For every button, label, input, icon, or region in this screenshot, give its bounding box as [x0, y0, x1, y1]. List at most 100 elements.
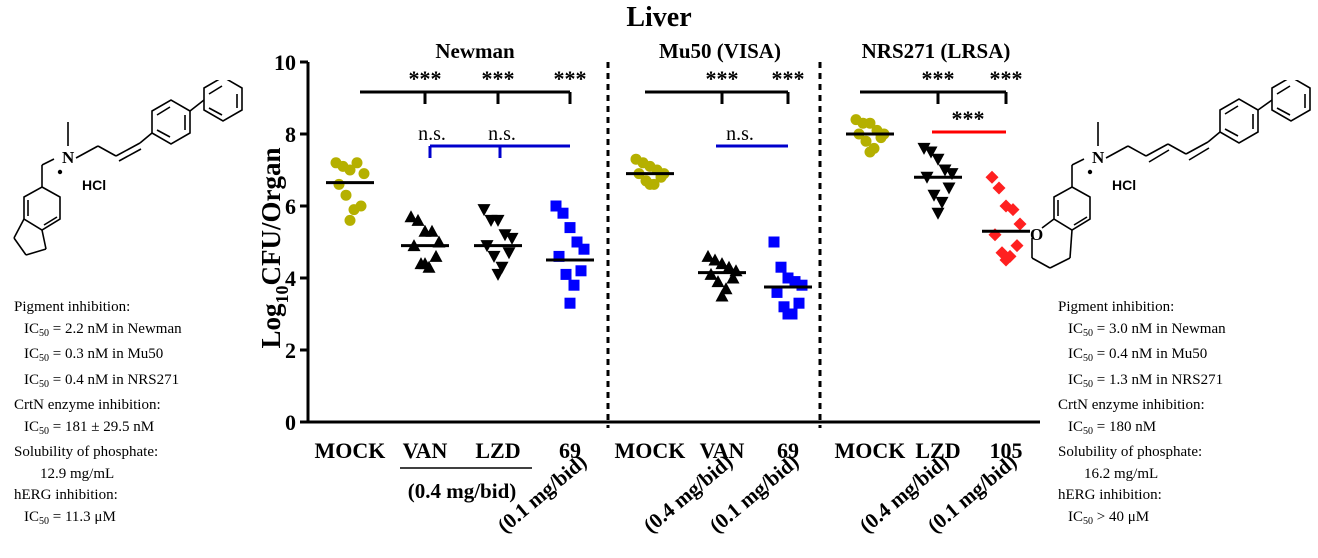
data-point	[864, 146, 876, 158]
data-point	[796, 279, 808, 291]
x-category-label: LZD	[915, 438, 960, 463]
data-point	[917, 142, 931, 155]
data-point	[564, 297, 576, 309]
ic-sub: 50	[39, 515, 49, 527]
right-pigment-mu50: = 0.4 nM in Mu50	[1093, 346, 1208, 362]
data-point	[553, 250, 565, 262]
x-category-label: MOCK	[835, 438, 906, 463]
ic-label: IC	[1068, 508, 1083, 525]
x-category-label: MOCK	[315, 438, 386, 463]
right-crtn-heading: CrtN enzyme inhibition:	[1058, 397, 1205, 413]
right-sol-value: 16.2 mg/mL	[1084, 465, 1159, 482]
panel-title: NRS271 (LRSA)	[862, 39, 1011, 63]
data-point	[491, 268, 505, 281]
svg-text:N: N	[62, 148, 75, 167]
ic-label: IC	[24, 320, 39, 337]
data-point	[935, 196, 949, 209]
data-point	[425, 224, 439, 237]
chart-title: Liver	[626, 2, 692, 33]
ic-label: IC	[24, 418, 39, 435]
left-herg-heading: hERG inhibition:	[14, 487, 118, 503]
left-crtn-value: = 181 ± 29.5 nM	[49, 418, 155, 435]
data-point	[575, 265, 587, 277]
significance-label: ***	[554, 66, 587, 91]
significance-label: n.s.	[726, 123, 754, 145]
data-point	[487, 250, 501, 263]
ic-label: IC	[24, 346, 39, 362]
data-point	[999, 253, 1013, 267]
data-point	[793, 297, 805, 309]
x-category-label: MOCK	[615, 438, 686, 463]
left-pigment-newman: = 2.2 nM in Newman	[49, 320, 182, 337]
left-pigment-heading: Pigment inhibition:	[14, 299, 131, 315]
data-point	[418, 257, 432, 270]
data-point	[789, 276, 801, 288]
y-tick-label: 4	[285, 266, 296, 291]
right-herg-value: > 40 μM	[1093, 508, 1150, 525]
x-category-label: 69	[559, 438, 581, 463]
ic-label: IC	[24, 371, 39, 388]
data-point	[477, 204, 491, 217]
ic-sub: 50	[1083, 515, 1093, 527]
right-info: Pigment inhibition: IC50 = 3.0 nM in New…	[1058, 297, 1226, 532]
data-point	[864, 117, 876, 129]
data-point	[931, 153, 945, 166]
data-point	[722, 260, 736, 273]
right-crtn-value: = 180 nM	[1093, 418, 1157, 435]
data-point	[775, 261, 787, 273]
y-tick-label: 6	[285, 194, 296, 219]
data-point	[726, 271, 740, 284]
compound-69-structure: N	[13, 80, 243, 256]
scatter-chart: 0 2 4 6 8 10 Log10CFU/Organ Newman MOCK VAN LZD 69 M…	[256, 39, 1040, 538]
data-point	[351, 157, 363, 169]
data-point	[502, 247, 516, 260]
ic-sub: 50	[39, 378, 49, 390]
significance-label: ***	[952, 106, 985, 131]
data-point	[782, 272, 794, 284]
data-point	[708, 253, 722, 266]
data-point	[429, 249, 443, 262]
dose-label: (0.4 mg/bid)	[408, 479, 517, 503]
data-point	[992, 181, 1006, 195]
data-point	[945, 168, 959, 181]
ic-sub: 50	[1083, 378, 1093, 390]
data-point	[571, 236, 583, 248]
right-pigment-heading: Pigment inhibition:	[1058, 299, 1175, 315]
left-pigment-mu50: = 0.3 nM in Mu50	[49, 346, 164, 362]
ic-sub: 50	[1083, 327, 1093, 339]
data-point	[340, 189, 352, 201]
ic-label: IC	[1068, 346, 1083, 362]
data-point	[348, 204, 360, 216]
svg-text:N: N	[1092, 148, 1105, 167]
ic-sub: 50	[39, 425, 49, 437]
significance-label: n.s.	[418, 123, 446, 145]
y-tick-label: 8	[285, 122, 296, 147]
x-category-label: VAN	[403, 438, 448, 463]
data-point	[505, 232, 519, 245]
right-herg-heading: hERG inhibition:	[1058, 487, 1162, 503]
significance-label: ***	[990, 66, 1023, 91]
right-hcl-label: HCl	[1112, 177, 1137, 193]
data-point	[938, 164, 952, 177]
ic-label: IC	[1068, 418, 1083, 435]
ic-sub: 50	[39, 327, 49, 339]
data-point	[498, 229, 512, 242]
data-point	[557, 207, 569, 219]
ic-sub: 50	[1083, 353, 1093, 364]
data-point	[715, 289, 729, 302]
y-axis-label: Log10CFU/Organ	[256, 147, 292, 348]
left-sol-value: 12.9 mg/mL	[40, 465, 115, 482]
y-tick-label: 2	[285, 338, 296, 363]
data-point	[404, 210, 418, 223]
data-point	[701, 249, 715, 262]
data-point	[768, 236, 780, 248]
data-point	[778, 301, 790, 313]
significance-label: ***	[482, 66, 515, 91]
left-info: Pigment inhibition: IC50 = 2.2 nM in New…	[14, 297, 182, 532]
compound-105-structure: N O	[1030, 80, 1311, 269]
data-point	[491, 214, 505, 227]
data-point	[344, 214, 356, 226]
ic-sub: 50	[1083, 425, 1093, 437]
panel-title: Newman	[435, 39, 515, 63]
right-pigment-nrs: = 1.3 nM in NRS271	[1093, 371, 1224, 388]
